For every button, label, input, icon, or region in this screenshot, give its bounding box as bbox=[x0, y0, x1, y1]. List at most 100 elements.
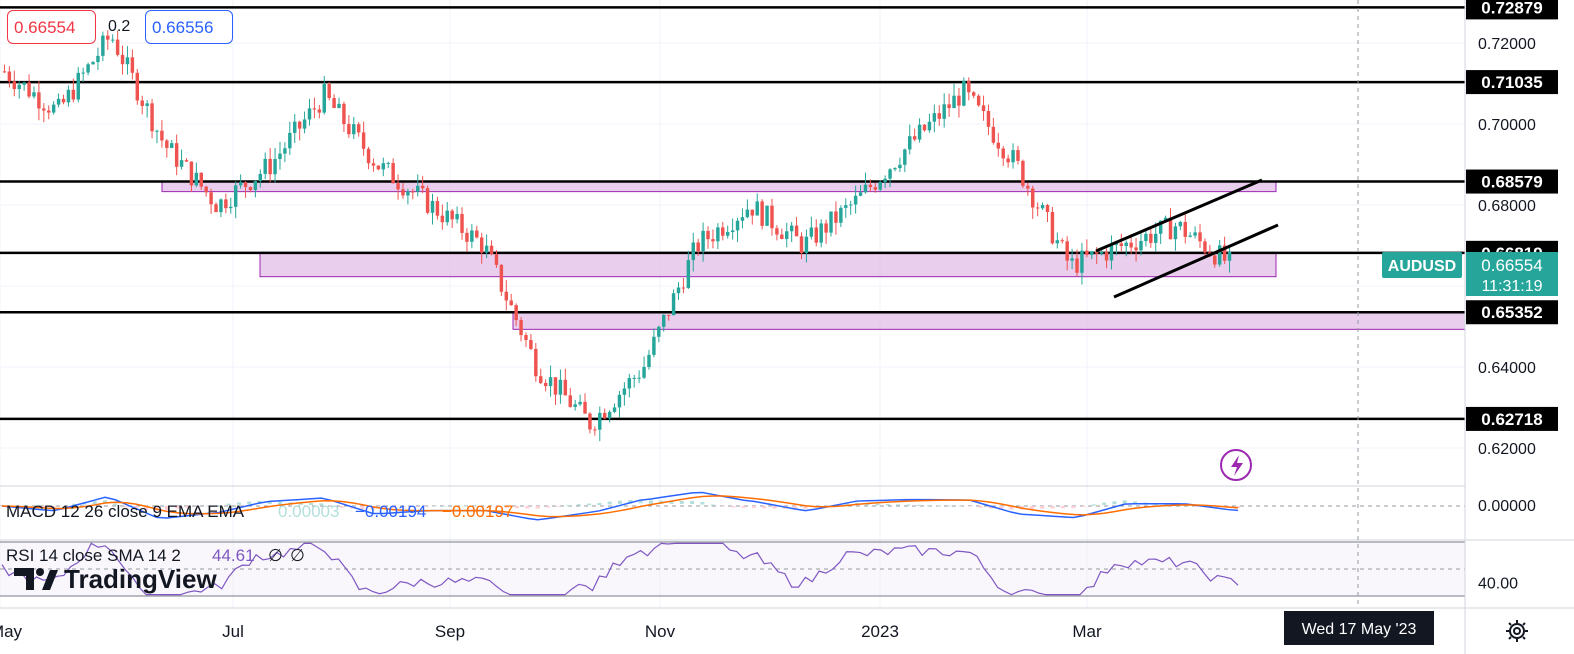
macd-histogram-bar bbox=[793, 506, 798, 509]
candle-body bbox=[1026, 185, 1030, 189]
candle-body bbox=[937, 113, 941, 119]
candle-body bbox=[317, 109, 322, 113]
candle-body bbox=[263, 158, 267, 174]
candle-body bbox=[548, 377, 553, 387]
macd-histogram-bar bbox=[360, 506, 365, 510]
candle-body bbox=[893, 168, 897, 170]
macd-histogram-bar bbox=[473, 505, 478, 507]
gear-icon[interactable] bbox=[1506, 620, 1528, 642]
macd-histogram-bar bbox=[721, 506, 725, 507]
price-tick-label: 0.62000 bbox=[1478, 441, 1536, 458]
candle-body bbox=[863, 184, 868, 193]
candle-body bbox=[578, 401, 582, 405]
tv-logo-text: TradingView bbox=[64, 564, 217, 594]
candle-body bbox=[1154, 233, 1158, 243]
macd-histogram-bar bbox=[772, 506, 777, 509]
candle-body bbox=[1070, 258, 1074, 261]
candle-body bbox=[740, 217, 745, 221]
tv-logo-icon bbox=[14, 568, 34, 590]
macd-histogram-bar bbox=[1081, 506, 1086, 507]
candle-body bbox=[1119, 243, 1124, 247]
macd-histogram-bar bbox=[206, 505, 210, 507]
candle-body bbox=[735, 220, 740, 231]
candle-body bbox=[2, 71, 7, 73]
candle-body bbox=[652, 336, 656, 355]
macd-histogram-bar bbox=[154, 506, 159, 511]
level-price-tag bbox=[1466, 70, 1558, 95]
candle-body bbox=[888, 169, 892, 179]
macd-histogram-bar bbox=[381, 506, 386, 509]
candle-body bbox=[853, 195, 858, 205]
tradingview-logo[interactable]: TradingView bbox=[14, 564, 217, 594]
time-axis-labels: May Jul Sep Nov 2023 Mar bbox=[0, 622, 1102, 641]
candle-body bbox=[76, 72, 80, 100]
candle-body bbox=[248, 187, 253, 191]
price-scale[interactable] bbox=[1465, 0, 1574, 654]
candle-body bbox=[71, 89, 76, 100]
macd-histogram-bar bbox=[412, 506, 416, 507]
macd-histogram-bar bbox=[1194, 506, 1199, 507]
macd-histogram-bar bbox=[442, 505, 447, 507]
candle-body bbox=[583, 401, 587, 414]
candle-body bbox=[598, 412, 602, 430]
candle-body bbox=[479, 237, 484, 253]
candle-body bbox=[917, 124, 922, 140]
candle-body bbox=[243, 182, 248, 188]
bolt-icon[interactable] bbox=[1220, 449, 1252, 481]
candle-body bbox=[22, 82, 26, 85]
level-price-label: 0.62718 bbox=[1481, 410, 1542, 429]
macd-histogram-bar bbox=[648, 500, 653, 504]
time-tick-label: 2023 bbox=[861, 622, 899, 641]
candle-body bbox=[873, 187, 878, 190]
bid-price-button[interactable]: 0.66554 bbox=[7, 10, 96, 44]
level-price-label: 0.72879 bbox=[1481, 0, 1542, 17]
candle-body bbox=[607, 411, 612, 419]
macd-histogram-bar bbox=[92, 501, 97, 505]
candle-body bbox=[337, 103, 341, 108]
candle-body bbox=[199, 172, 203, 187]
candle-body bbox=[293, 121, 297, 133]
candle-body bbox=[903, 149, 907, 165]
candle-body bbox=[145, 103, 149, 106]
candle-body bbox=[676, 287, 681, 294]
candle-body bbox=[981, 105, 986, 112]
candle-body bbox=[848, 204, 853, 206]
candle-body bbox=[971, 92, 976, 96]
candle-body bbox=[155, 130, 159, 132]
candle-body bbox=[534, 348, 538, 377]
candle-body bbox=[794, 225, 799, 237]
candle-body bbox=[814, 227, 818, 243]
candle-body bbox=[371, 163, 376, 166]
ask-price-button[interactable]: 0.66556 bbox=[145, 10, 233, 44]
candle-body bbox=[1035, 207, 1040, 209]
candle-body bbox=[160, 130, 164, 141]
macd-histogram-bar bbox=[741, 506, 746, 508]
candle-body bbox=[1144, 233, 1148, 242]
candle-body bbox=[42, 108, 46, 111]
candle-body bbox=[957, 95, 961, 106]
macd-histogram-bar bbox=[216, 505, 221, 507]
rsi-line bbox=[1, 542, 1239, 596]
candle-body bbox=[381, 163, 386, 170]
macd-histogram-bar bbox=[133, 506, 138, 509]
candle-body bbox=[1094, 251, 1099, 254]
macd-histogram-bar bbox=[422, 506, 427, 507]
candle-body bbox=[1163, 217, 1168, 221]
macd-histogram-bar bbox=[1112, 501, 1117, 505]
macd-histogram-bar bbox=[401, 506, 406, 508]
macd-histogram-bar bbox=[144, 506, 149, 510]
macd-histogram-bar bbox=[751, 506, 756, 508]
macd-histogram-bar bbox=[51, 506, 56, 508]
macd-histogram-bar bbox=[669, 500, 674, 504]
candle-body bbox=[1158, 220, 1163, 234]
candle-body bbox=[666, 314, 671, 316]
candle-body bbox=[696, 242, 700, 252]
macd-histogram-bar bbox=[927, 505, 931, 507]
candle-body bbox=[174, 143, 179, 167]
candle-body bbox=[701, 230, 705, 252]
level-price-tag bbox=[1466, 169, 1558, 194]
candle-body bbox=[465, 232, 469, 242]
candle-body bbox=[799, 236, 804, 254]
candle-body bbox=[927, 121, 932, 131]
